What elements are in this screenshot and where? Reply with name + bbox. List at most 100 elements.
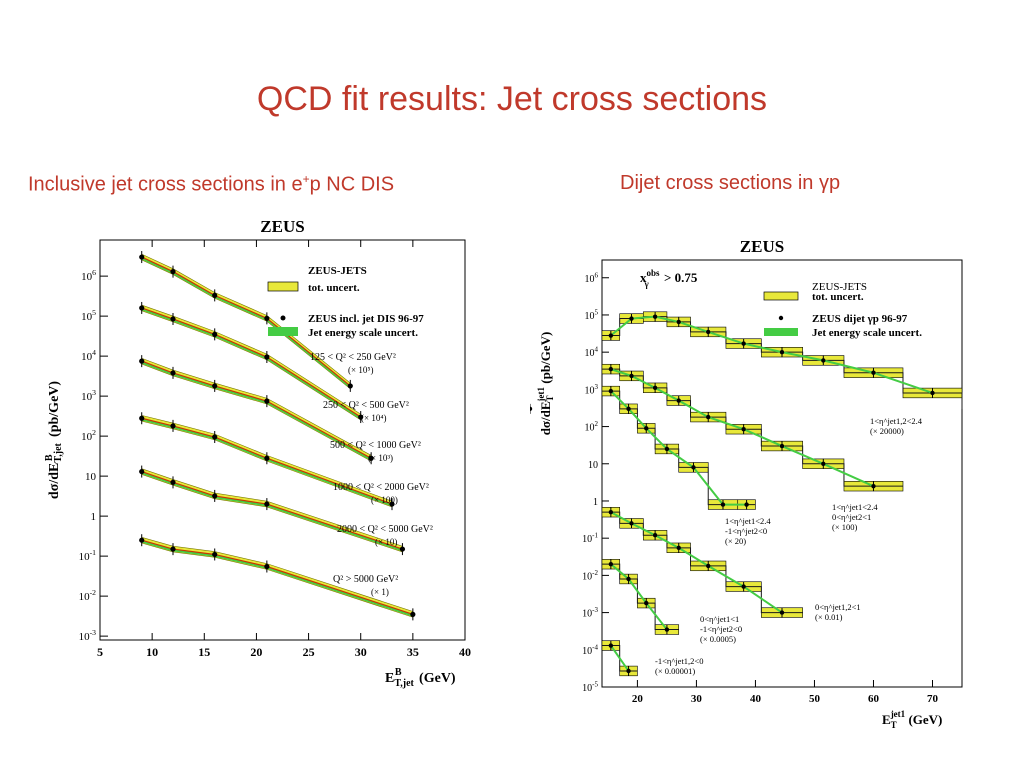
data-point <box>629 521 634 526</box>
series-label-line: (× 0.0005) <box>700 634 736 644</box>
x-tick-label: 20 <box>632 693 644 705</box>
jet-energy-scale-line <box>610 644 630 672</box>
series-label-line: (× 100) <box>832 522 857 532</box>
data-point <box>720 502 726 507</box>
dijet-chart: ZEUS 20 30 40 50 60 70 106 105 104 103 102 10 1 10-1 10… <box>527 232 970 742</box>
data-point <box>664 446 670 452</box>
data-point <box>212 434 218 440</box>
data-point <box>821 358 826 363</box>
y-tick-label: 105 <box>81 308 96 323</box>
x-tick-label: 40 <box>459 645 471 659</box>
y-tick-label: 1 <box>593 497 598 508</box>
jet-energy-scale-line <box>610 315 933 394</box>
data-point <box>139 468 145 475</box>
y-tick-label: 10-2 <box>582 569 598 583</box>
data-point <box>399 546 406 552</box>
legend: ZEUS-JETS tot. uncert. ZEUS incl. jet DIS … <box>267 265 424 339</box>
x-tick-label: 40 <box>750 693 762 705</box>
y-tick-label: 102 <box>585 420 599 434</box>
legend-data-marker <box>778 315 784 321</box>
series-scale: (× 10⁴) <box>361 413 386 423</box>
legend-band-swatch <box>267 281 299 292</box>
data-point <box>608 643 614 648</box>
series-label-line: 1<η^jet1<2.4 <box>832 502 878 512</box>
data-point <box>212 292 218 298</box>
data-point <box>741 341 746 346</box>
data-point <box>170 546 176 552</box>
series-label: Q² > 5000 GeV² <box>333 574 398 585</box>
data-point <box>170 268 176 275</box>
y-tick-label: 103 <box>81 388 96 403</box>
series-label-line: (× 0.00001) <box>655 666 695 676</box>
x-tick-label: 10 <box>146 645 158 659</box>
left-subtitle-sup: + <box>302 172 310 186</box>
series-scale: (× 1) <box>371 587 389 597</box>
series-0 <box>527 311 963 414</box>
plot-frame <box>99 239 466 641</box>
y-tick-label: 102 <box>81 428 96 443</box>
left-chart-subtitle: Inclusive jet cross sections in e+p NC D… <box>28 172 394 197</box>
y-tick-label: 10-1 <box>582 532 598 546</box>
data-point <box>652 533 658 538</box>
y-tick-label: 10-3 <box>79 628 97 643</box>
series-label-line: (× 20000) <box>870 426 904 436</box>
right-chart-subtitle: Dijet cross sections in γp <box>620 172 840 195</box>
data-point <box>706 414 711 420</box>
data-point <box>676 319 681 325</box>
chart-title: ZEUS <box>260 217 304 236</box>
series-3 <box>139 412 395 511</box>
y-tick-label: 10 <box>588 460 598 471</box>
inclusive-jet-chart: ZEUS 5 10 15 20 25 30 35 40 106 105 104 103 102 10 1 10-… <box>40 210 480 700</box>
data-point <box>139 254 145 260</box>
data-point <box>871 483 876 489</box>
data-point <box>629 373 634 379</box>
data-point <box>410 611 416 617</box>
series-scale: (× 10) <box>375 537 397 547</box>
y-tick-label: 10-5 <box>582 681 598 695</box>
data-point <box>608 333 614 338</box>
data-point <box>608 366 614 372</box>
data-point <box>652 385 658 391</box>
series-1 <box>601 363 904 492</box>
corner-label: xobs γ > 0.75 <box>640 268 698 289</box>
legend-scale-label: Jet energy scale uncert. <box>308 327 418 339</box>
legend-data-label: ZEUS incl. jet DIS 96-97 <box>308 313 424 325</box>
data-point <box>691 465 696 470</box>
y-tick-label: 104 <box>585 346 599 360</box>
slide-title: QCD fit results: Jet cross sections <box>256 80 768 118</box>
data-point <box>264 455 270 461</box>
data-point <box>644 600 649 606</box>
series-label-line: -1<η^jet2<0 <box>725 526 767 536</box>
x-tick-label: 60 <box>868 693 880 705</box>
data-point <box>170 423 176 429</box>
legend-band-label: tot. uncert. <box>308 282 360 294</box>
x-tick-label: 5 <box>97 645 103 659</box>
legend-scale-swatch <box>764 328 798 336</box>
data-point <box>358 414 364 420</box>
data-point <box>139 415 145 421</box>
series-label: 500 < Q² < 1000 GeV² <box>330 440 421 451</box>
data-point <box>930 390 935 396</box>
y-tick-label: 105 <box>585 308 599 322</box>
x-tick-label: 25 <box>303 645 315 659</box>
data-point <box>170 316 176 322</box>
data-point <box>629 316 634 321</box>
data-point <box>626 406 631 412</box>
y-tick-label: 10-1 <box>79 548 97 563</box>
x-tick-label: 30 <box>691 693 703 705</box>
series-label-line: (× 20) <box>725 536 746 546</box>
chart-title: ZEUS <box>740 237 784 256</box>
data-point <box>347 383 353 389</box>
data-point <box>264 563 270 570</box>
series-scale: (× 100) <box>371 495 398 505</box>
right-subtitle-text-b: p <box>828 172 841 194</box>
series-5 <box>139 534 416 621</box>
x-tick-label: 50 <box>809 693 821 705</box>
data-point <box>264 398 270 404</box>
series-label-line: -1<η^jet1,2<0 <box>655 656 703 666</box>
series-label-line: (× 0.01) <box>815 612 843 622</box>
series-4 <box>601 559 680 635</box>
data-point <box>608 509 614 515</box>
y-tick-label: 106 <box>585 271 599 285</box>
